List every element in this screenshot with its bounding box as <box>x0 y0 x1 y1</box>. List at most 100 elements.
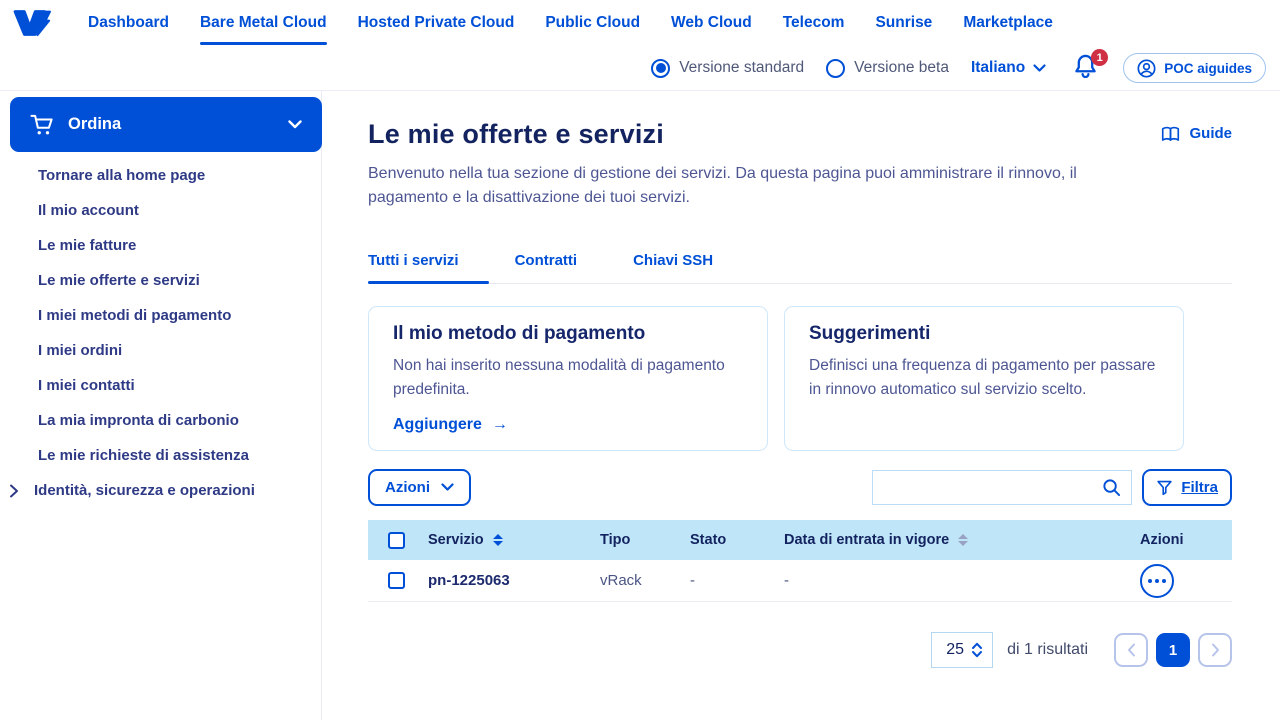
sort-date-icon[interactable] <box>958 534 969 546</box>
nav-item-bare-metal-cloud[interactable]: Bare Metal Cloud <box>199 0 327 46</box>
nav-item-sunrise[interactable]: Sunrise <box>875 14 933 31</box>
version-beta-label: Versione beta <box>854 59 949 76</box>
language-label: Italiano <box>970 59 1026 76</box>
sidebar-item-offers-services[interactable]: Le mie offerte e servizi <box>38 272 200 289</box>
sidebar-item-carbon-footprint[interactable]: La mia impronta di carbonio <box>38 412 239 429</box>
row-checkbox[interactable] <box>388 572 405 589</box>
version-switch: Versione standard Versione beta <box>639 58 949 78</box>
page-size-select[interactable]: 25 <box>931 632 994 668</box>
actions-button-label: Azioni <box>385 479 430 496</box>
table-row: pn-1225063 vRack - - <box>368 560 1232 602</box>
ellipsis-icon <box>1148 578 1152 583</box>
ovhcloud-logo-icon <box>13 10 51 37</box>
chevron-left-icon <box>1127 643 1135 657</box>
chevron-down-icon <box>288 120 302 129</box>
column-header-actions: Azioni <box>1140 532 1184 548</box>
service-status: - <box>690 572 695 589</box>
service-name-link[interactable]: pn-1225063 <box>428 572 510 589</box>
version-beta-radio[interactable]: Versione beta <box>826 58 949 78</box>
account-button[interactable]: POC aiguides <box>1123 53 1266 83</box>
tab-ssh-keys[interactable]: Chiavi SSH <box>633 252 714 269</box>
sidebar-item-invoices[interactable]: Le mie fatture <box>38 237 137 254</box>
sidebar: Ordina Tornare alla home page Il mio acc… <box>0 91 322 720</box>
sort-service-icon[interactable] <box>492 534 503 546</box>
radio-selected-icon <box>651 58 671 78</box>
main-content: Le mie offerte e servizi Guide Benvenuto… <box>322 91 1280 720</box>
cart-icon <box>30 114 53 134</box>
table-header-row: Servizio Tipo Stato Data di entrata in v… <box>368 520 1232 560</box>
search-input[interactable] <box>883 479 1103 496</box>
guide-link[interactable]: Guide <box>1161 125 1232 142</box>
service-type: vRack <box>600 572 642 589</box>
column-header-type: Tipo <box>600 532 631 548</box>
chevron-down-icon <box>1033 63 1046 72</box>
account-label: POC aiguides <box>1164 60 1252 76</box>
nav-item-marketplace[interactable]: Marketplace <box>963 14 1053 31</box>
results-count-label: di 1 risultati <box>1007 641 1088 658</box>
sidebar-item-payment-methods[interactable]: I miei metodi di pagamento <box>38 307 232 324</box>
page-size-value: 25 <box>946 641 965 658</box>
search-field <box>872 470 1133 505</box>
suggestions-card: Suggerimenti Definisci una frequenza di … <box>784 306 1184 451</box>
actions-dropdown-button[interactable]: Azioni <box>368 469 471 506</box>
nav-item-web-cloud[interactable]: Web Cloud <box>671 14 752 31</box>
sidebar-item-label: Identità, sicurezza e operazioni <box>34 482 255 499</box>
notification-badge: 1 <box>1091 49 1109 66</box>
column-header-date: Data di entrata in vigore <box>784 532 950 548</box>
nav-item-public-cloud[interactable]: Public Cloud <box>545 14 641 31</box>
chevron-right-icon <box>1211 643 1219 657</box>
language-selector[interactable]: Italiano <box>971 59 1046 77</box>
add-payment-link[interactable]: Aggiungere → <box>393 416 743 434</box>
select-all-checkbox[interactable] <box>388 531 405 549</box>
column-header-status: Stato <box>690 532 727 548</box>
sidebar-item-home[interactable]: Tornare alla home page <box>38 167 206 184</box>
tab-bar: Tutti i servizi Contratti Chiavi SSH <box>368 252 1232 284</box>
chevron-down-icon <box>441 483 454 491</box>
ovhcloud-logo[interactable] <box>12 0 54 46</box>
sidebar-item-contacts[interactable]: I miei contatti <box>38 377 135 394</box>
sidebar-item-orders[interactable]: I miei ordini <box>38 342 123 359</box>
sidebar-item-account[interactable]: Il mio account <box>38 202 139 219</box>
notifications-button[interactable]: 1 <box>1074 49 1109 83</box>
services-table: Servizio Tipo Stato Data di entrata in v… <box>368 520 1232 602</box>
service-date: - <box>784 572 789 589</box>
row-actions-button[interactable] <box>1140 563 1174 598</box>
book-icon <box>1162 126 1180 141</box>
sidebar-item-identity-security[interactable]: Identità, sicurezza e operazioni <box>0 473 321 508</box>
tab-all-services[interactable]: Tutti i servizi <box>368 252 489 284</box>
next-page-button[interactable] <box>1198 633 1232 667</box>
payment-card-title: Il mio metodo di pagamento <box>393 323 646 344</box>
sidebar-item-support-requests[interactable]: Le mie richieste di assistenza <box>38 447 249 464</box>
top-navigation: Dashboard Bare Metal Cloud Hosted Privat… <box>0 0 1280 46</box>
order-button-label: Ordina <box>68 115 122 133</box>
page-title: Le mie offerte e servizi <box>368 119 664 149</box>
version-standard-label: Versione standard <box>679 59 805 76</box>
bell-icon <box>1075 54 1096 79</box>
secondary-header: Versione standard Versione beta Italiano… <box>0 46 1280 91</box>
user-circle-icon <box>1137 58 1156 78</box>
previous-page-button[interactable] <box>1114 633 1148 667</box>
order-button[interactable]: Ordina <box>10 97 322 152</box>
radio-unselected-icon <box>826 58 846 78</box>
column-header-service: Servizio <box>428 532 484 548</box>
guide-link-label: Guide <box>1189 125 1232 142</box>
payment-card-body: Non hai inserito nessuna modalità di pag… <box>393 357 725 398</box>
search-icon[interactable] <box>1102 478 1121 497</box>
version-standard-radio[interactable]: Versione standard <box>651 58 805 78</box>
nav-item-telecom[interactable]: Telecom <box>782 14 845 31</box>
filter-funnel-icon <box>1157 480 1172 496</box>
nav-item-dashboard[interactable]: Dashboard <box>88 14 169 31</box>
suggestions-card-title: Suggerimenti <box>809 323 931 344</box>
page-subtitle: Benvenuto nella tua sezione di gestione … <box>368 165 1077 206</box>
filter-button[interactable]: Filtra <box>1142 469 1232 506</box>
nav-item-hosted-private-cloud[interactable]: Hosted Private Cloud <box>357 14 515 31</box>
current-page-button[interactable]: 1 <box>1156 633 1190 667</box>
tab-contracts[interactable]: Contratti <box>514 252 578 269</box>
chevron-right-icon <box>10 484 18 497</box>
payment-method-card: Il mio metodo di pagamento Non hai inser… <box>368 306 768 451</box>
pagination: 25 di 1 risultati 1 <box>368 632 1232 668</box>
select-arrows-icon <box>972 642 983 658</box>
sidebar-nav: Tornare alla home page Il mio account Le… <box>0 152 321 508</box>
suggestions-card-body: Definisci una frequenza di pagamento per… <box>809 357 1156 398</box>
arrow-right-icon: → <box>491 416 508 433</box>
